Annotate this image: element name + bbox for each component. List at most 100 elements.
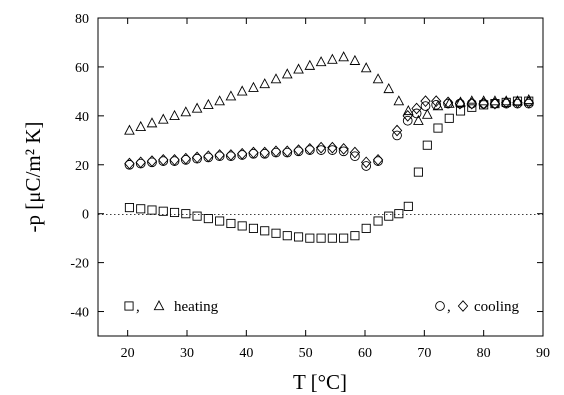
diamond-data-point [466,97,478,110]
triangle-data-point [124,124,135,135]
triangle-data-point [203,98,214,109]
diamond-data-point [478,97,489,110]
square-data-point [455,106,466,116]
triangle-data-point [214,95,225,106]
circle-data-point [501,98,512,109]
legend-diamond-marker [457,300,469,312]
triangle-data-point [327,53,338,64]
circle-data-point [443,98,453,109]
y-tick-label: 60 [75,61,89,76]
square-data-point [192,211,202,221]
circle-data-point [214,151,225,162]
square-data-point [136,204,146,214]
axis-ticks: 20 30 40 50 60 70 80 90 -40 -20 0 20 40 60 80 [70,12,550,361]
circle-data-point [338,146,349,157]
y-tick-label: 40 [75,110,89,125]
y-axis-label: -p [μC/m² K] [21,122,45,233]
circle-data-point [237,150,248,160]
triangle-data-point [402,104,414,116]
diamond-data-point [315,141,327,154]
circle-data-point [158,156,169,166]
square-data-point [203,214,213,224]
square-data-point [305,233,315,243]
square-data-point [467,102,477,112]
triangle-data-point [146,117,158,128]
legend-cooling-separator: , [447,299,451,315]
square-data-point [237,221,247,231]
diamond-data-point [420,95,431,108]
circle-data-point [478,98,489,109]
plot-area [97,17,544,337]
y-tick-label: 20 [75,159,89,174]
legend-triangle-marker [153,300,165,311]
circle-data-point [169,156,180,166]
legend-circle-marker [435,301,445,311]
circle-data-point [373,156,383,166]
x-tick-label: 30 [180,346,194,361]
circle-data-point [455,98,465,109]
diamond-data-point [411,102,422,115]
circle-data-point [248,148,259,159]
square-data-point [181,209,191,219]
triangle-data-point [360,62,372,73]
diamond-data-point [391,124,403,137]
square-data-point [271,228,281,238]
circle-data-point [327,145,338,155]
circle-data-point [523,98,534,109]
square-data-point [373,216,383,226]
square-data-point [433,123,443,133]
circle-data-point [135,158,146,169]
y-tick-label: 0 [82,208,89,223]
square-data-point [260,226,270,236]
square-data-point [384,211,394,221]
diamond-data-point [430,95,442,108]
y-tick-label: -20 [70,257,89,272]
diamond-data-point [402,109,413,122]
square-data-point [327,233,337,243]
circle-data-point [490,98,500,109]
x-tick-label: 50 [299,346,313,361]
x-tick-label: 80 [477,346,491,361]
circle-data-point [392,130,402,141]
x-tick-label: 40 [239,346,253,361]
triangle-data-point [259,78,271,89]
circle-data-point [147,157,157,168]
triangle-data-point [169,109,180,120]
circle-data-point [431,99,442,110]
square-data-point [350,231,360,241]
diamond-data-point [454,97,466,110]
triangle-data-point [372,73,384,84]
triangle-data-point [421,108,433,119]
circle-data-point [402,115,413,126]
triangle-data-point [413,114,424,125]
x-axis-label: T [°C] [293,370,347,394]
x-tick-label: 70 [417,346,431,361]
square-data-point [403,201,413,211]
triangle-data-point [157,113,169,124]
triangle-data-point [393,95,405,106]
square-data-point [147,205,157,215]
square-data-point [248,223,259,233]
square-data-point [282,231,292,241]
triangle-data-point [236,85,248,96]
square-data-point [394,209,404,219]
triangle-data-point [281,68,293,79]
triangle-data-point [191,102,203,113]
circle-data-point [259,148,270,159]
circle-data-point [192,153,202,164]
square-data-point [422,140,432,150]
circle-data-point [282,147,293,158]
diamond-data-point [338,142,349,155]
triangle-data-point [293,63,304,74]
legend-cooling-label: cooling [474,299,519,315]
triangle-data-point [225,90,237,101]
circle-data-point [226,151,236,162]
data-points [124,51,535,243]
square-data-point [124,203,134,213]
circle-data-point [466,98,477,109]
triangle-data-point [338,51,349,62]
triangle-data-point [383,82,395,94]
diamond-data-point [327,141,338,154]
x-tick-label: 90 [536,346,550,361]
